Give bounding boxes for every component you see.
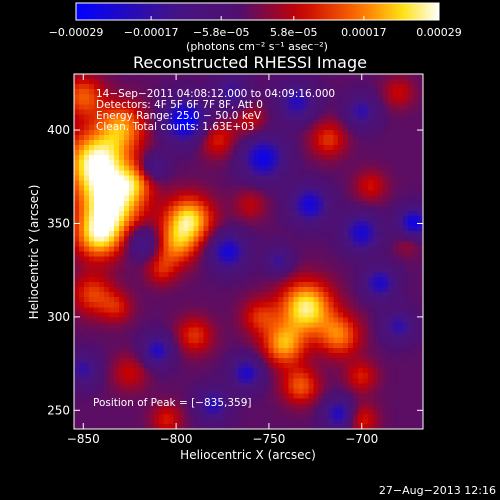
x-axis: −850 −800 −750 −700 (67, 74, 378, 446)
colorbar-tick-label: −5.8e−05 (193, 26, 250, 39)
y-axis-label: Heliocentric Y (arcsec) (27, 185, 41, 320)
y-tick-label: 300 (47, 310, 70, 324)
chart-title: Reconstructed RHESSI Image (133, 53, 367, 72)
colorbar-tick-label: 0.00017 (341, 26, 387, 39)
heatmap-area (73, 73, 424, 430)
x-axis-label: Heliocentric X (arcsec) (180, 448, 316, 462)
y-tick-label: 400 (47, 123, 70, 137)
annotation-detectors: Detectors: 4F 5F 6F 7F 8F, Att 0 (96, 99, 263, 111)
colorbar-unit-label: (photons cm⁻² s⁻¹ asec⁻²) (186, 40, 328, 53)
colorbar-tick-label: −0.00029 (49, 26, 104, 39)
x-tick-label: −700 (345, 432, 378, 446)
x-tick-label: −800 (160, 432, 193, 446)
annotation-energy-range: Energy Range: 25.0 − 50.0 keV (96, 110, 262, 122)
annotation-time-range: 14−Sep−2011 04:08:12.000 to 04:09:16.000 (96, 88, 335, 100)
peak-position-label: Position of Peak = [−835,359] (93, 397, 252, 409)
annotation-block: 14−Sep−2011 04:08:12.000 to 04:09:16.000… (96, 88, 335, 133)
x-tick-label: −750 (252, 432, 285, 446)
y-tick-label: 350 (47, 216, 70, 230)
x-tick-label: −850 (67, 432, 100, 446)
y-tick-label: 250 (47, 403, 70, 417)
footer-timestamp: 27−Aug−2013 12:16 (379, 484, 496, 497)
heatmap-image (74, 74, 423, 429)
y-axis: 250 300 350 400 (47, 123, 423, 417)
annotation-clean-counts: Clean. Total counts: 1.63E+03 (96, 121, 254, 133)
colorbar-tick-label: 5.8e−05 (270, 26, 317, 39)
colorbar: −0.00029 −0.00017 −5.8e−05 5.8e−05 0.00017 0.… (49, 2, 462, 53)
colorbar-tick-label: 0.00029 (416, 26, 462, 39)
colorbar-ticks: −0.00029 −0.00017 −5.8e−05 5.8e−05 0.00017 0.… (49, 16, 462, 39)
plot-frame (73, 73, 424, 430)
colorbar-tick-label: −0.00017 (124, 26, 179, 39)
colorbar-gradient (75, 2, 440, 21)
